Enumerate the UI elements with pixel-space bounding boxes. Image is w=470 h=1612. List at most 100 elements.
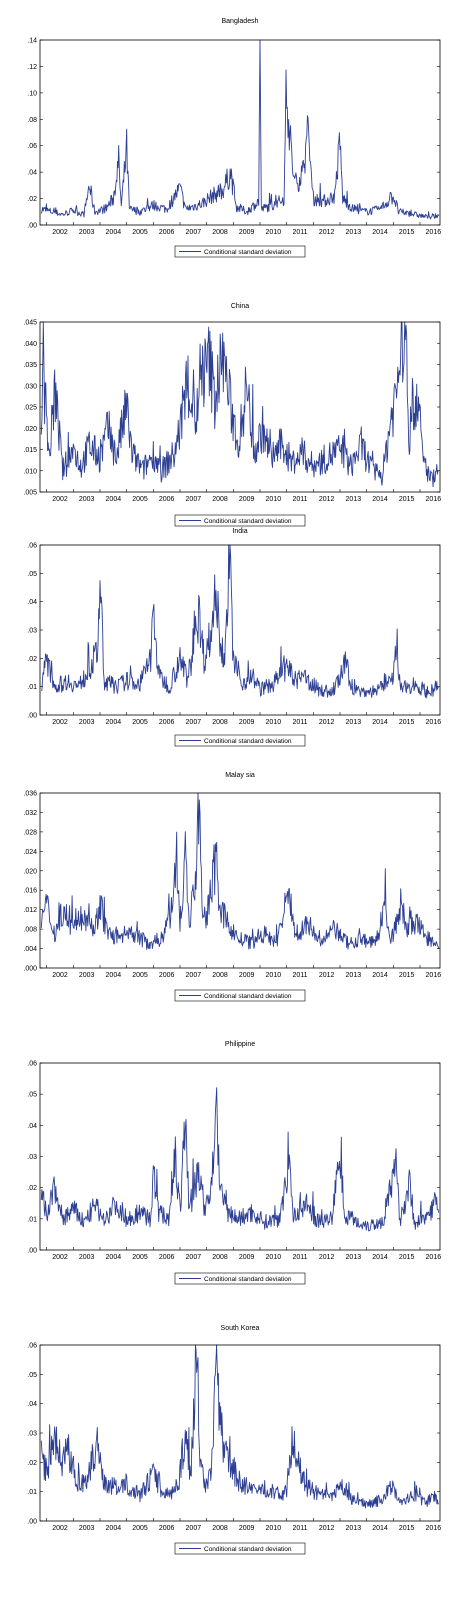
legend-box [174, 245, 306, 258]
x-tick-label: 2006 [159, 229, 175, 236]
x-tick-label: 2016 [426, 972, 442, 979]
x-tick-label: 2013 [346, 229, 362, 236]
series-line [40, 39, 440, 220]
y-tick-label: .03 [27, 628, 37, 635]
y-tick-label: .012 [23, 907, 37, 914]
chart-panel: China .005 .010 .015 .020 .025 .030 .035 .040 .04… [23, 303, 442, 527]
series-line [40, 792, 440, 950]
x-tick-label: 2015 [399, 1525, 415, 1532]
x-tick-label: 2009 [239, 972, 255, 979]
series-line [41, 544, 440, 699]
x-tick-label: 2009 [239, 496, 255, 503]
y-tick-label: .00 [27, 223, 37, 230]
x-tick-label: 2008 [212, 1254, 228, 1261]
x-tick-label: 2011 [292, 496, 307, 503]
x-tick-label: 2005 [132, 496, 148, 503]
x-tick-label: 2011 [292, 972, 307, 979]
series-line [40, 1344, 440, 1509]
x-tick-label: 2009 [239, 1254, 255, 1261]
y-tick-label: .01 [27, 684, 37, 691]
x-tick-label: 2008 [212, 496, 228, 503]
legend-box [174, 514, 306, 527]
x-tick-label: 2010 [266, 972, 282, 979]
plot-frame [39, 39, 441, 226]
x-tick-label: 2015 [399, 719, 415, 726]
x-tick-label: 2014 [372, 719, 388, 726]
x-tick-label: 2004 [106, 229, 122, 236]
x-tick-label: 2003 [79, 719, 95, 726]
x-tick-label: 2006 [159, 1254, 175, 1261]
x-tick-label: 2010 [266, 229, 282, 236]
plot-frame [39, 792, 441, 969]
y-tick-label: .020 [23, 868, 37, 875]
y-tick-label: .00 [27, 1519, 37, 1526]
x-tick-label: 2016 [426, 229, 442, 236]
x-tick-label: 2005 [132, 972, 148, 979]
y-tick-label: .008 [23, 927, 37, 934]
x-tick-label: 2016 [426, 496, 442, 503]
x-tick-label: 2004 [106, 496, 122, 503]
x-tick-label: 2007 [186, 229, 202, 236]
x-tick-label: 2004 [106, 1254, 122, 1261]
x-tick-label: 2002 [52, 229, 68, 236]
legend-label: Conditional standard deviation [204, 249, 292, 256]
x-tick-label: 2014 [372, 496, 388, 503]
x-tick-label: 2014 [372, 229, 388, 236]
x-tick-label: 2012 [319, 1525, 335, 1532]
x-tick-label: 2010 [266, 496, 282, 503]
y-tick-label: .040 [23, 341, 37, 348]
y-tick-label: .05 [27, 571, 37, 578]
y-tick-label: .06 [27, 143, 37, 150]
x-tick-label: 2007 [186, 496, 202, 503]
y-tick-label: .02 [27, 1460, 37, 1467]
y-tick-label: .005 [23, 490, 37, 497]
y-tick-label: .02 [27, 656, 37, 663]
x-tick-label: 2007 [186, 719, 202, 726]
x-tick-label: 2013 [346, 972, 362, 979]
series-line [40, 321, 439, 488]
x-tick-label: 2002 [52, 1254, 68, 1261]
x-tick-label: 2014 [372, 1254, 388, 1261]
chart-title: Bangladesh [222, 18, 259, 25]
y-tick-label: .06 [27, 1343, 37, 1350]
y-tick-label: .01 [27, 1489, 37, 1496]
y-tick-label: .015 [23, 447, 37, 454]
x-tick-label: 2008 [212, 719, 228, 726]
x-tick-label: 2012 [319, 719, 335, 726]
x-tick-label: 2009 [239, 719, 255, 726]
x-tick-label: 2002 [52, 719, 68, 726]
x-tick-label: 2003 [79, 496, 95, 503]
x-tick-label: 2015 [399, 496, 415, 503]
y-tick-label: .05 [27, 1372, 37, 1379]
x-tick-label: 2003 [79, 972, 95, 979]
y-tick-label: .02 [27, 196, 37, 203]
chart-panel: Malay sia .000 .004 .008 .012 .016 .020 .024 .02… [23, 772, 442, 1002]
chart-panel: Bangladesh .00 .02 .04 .06 .08 .10 .12 .14 2002 20… [27, 18, 442, 258]
y-tick-label: .016 [23, 888, 37, 895]
y-tick-label: .030 [23, 383, 37, 390]
x-tick-label: 2015 [399, 1254, 415, 1261]
x-tick-label: 2010 [266, 1525, 282, 1532]
x-tick-label: 2011 [292, 1254, 307, 1261]
x-tick-label: 2011 [292, 229, 307, 236]
y-tick-label: .025 [23, 405, 37, 412]
y-tick-label: .020 [23, 426, 37, 433]
legend-label: Conditional standard deviation [204, 993, 292, 1000]
legend-box [174, 734, 306, 747]
x-tick-label: 2012 [319, 229, 335, 236]
y-tick-label: .04 [27, 599, 37, 606]
chart-title: China [231, 303, 249, 310]
y-tick-label: .00 [27, 713, 37, 720]
x-tick-label: 2005 [132, 229, 148, 236]
x-tick-label: 2013 [346, 1525, 362, 1532]
x-tick-label: 2007 [186, 972, 202, 979]
plot-frame [39, 544, 441, 716]
y-tick-label: .032 [23, 810, 37, 817]
plot-frame [39, 1344, 441, 1522]
x-tick-label: 2002 [52, 972, 68, 979]
x-tick-label: 2016 [426, 1254, 442, 1261]
legend-box [174, 1272, 306, 1285]
x-tick-label: 2013 [346, 496, 362, 503]
legend-label: Conditional standard deviation [204, 1276, 292, 1283]
y-tick-label: .00 [27, 1248, 37, 1255]
